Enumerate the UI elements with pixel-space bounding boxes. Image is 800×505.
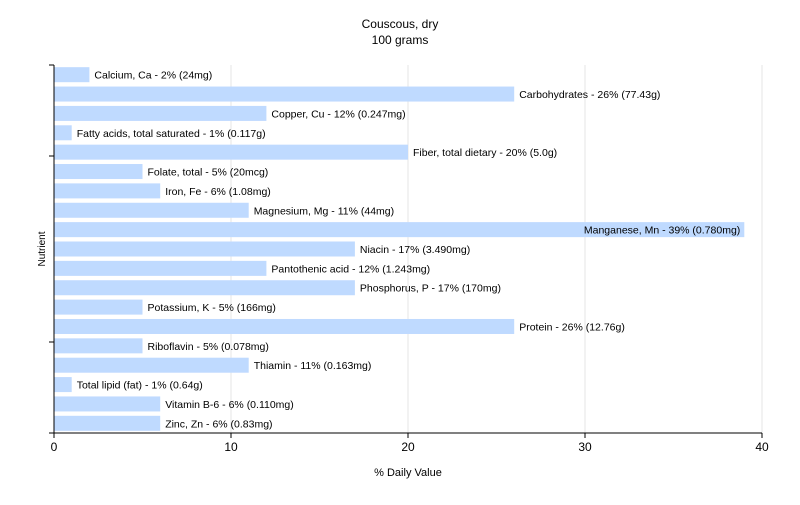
x-tick-label: 30 (578, 440, 592, 454)
bars-group: Calcium, Ca - 2% (24mg) Carbohydrates - 2… (54, 67, 745, 431)
chart-subtitle: 100 grams (372, 33, 429, 47)
y-axis-label: Nutrient (37, 231, 48, 266)
chart-title: Couscous, dry (362, 17, 439, 31)
bar-label: Fatty acids, total saturated - 1% (0.117… (77, 128, 266, 140)
bar-label: Niacin - 17% (3.490mg) (360, 244, 470, 256)
bar-label: Pantothenic acid - 12% (1.243mg) (271, 263, 430, 275)
bar-label: Vitamin B-6 - 6% (0.110mg) (165, 399, 294, 411)
bar (54, 241, 355, 257)
bar-label: Iron, Fe - 6% (1.08mg) (165, 186, 271, 198)
bar (54, 280, 355, 296)
bar (54, 222, 745, 238)
bar-label: Total lipid (fat) - 1% (0.64g) (77, 380, 203, 392)
bar-label: Zinc, Zn - 6% (0.83mg) (165, 418, 272, 430)
bar (54, 396, 161, 412)
x-tick-label: 40 (755, 440, 769, 454)
bar-label: Manganese, Mn - 39% (0.780mg) (584, 225, 740, 237)
bar (54, 338, 143, 354)
bar-label: Thiamin - 11% (0.163mg) (254, 360, 372, 372)
x-axis-label: % Daily Value (374, 467, 442, 479)
bar-label: Fiber, total dietary - 20% (5.0g) (413, 147, 557, 159)
bar (54, 105, 267, 121)
bar (54, 415, 161, 431)
bar-label: Phosphorus, P - 17% (170mg) (360, 283, 501, 295)
bar-label: Calcium, Ca - 2% (24mg) (94, 70, 212, 82)
bar-label: Potassium, K - 5% (166mg) (148, 302, 276, 314)
bar (54, 183, 161, 199)
x-tick-label: 10 (224, 440, 238, 454)
bar (54, 299, 143, 315)
bar (54, 377, 72, 393)
bar (54, 144, 408, 160)
bar-label: Copper, Cu - 12% (0.247mg) (271, 108, 405, 120)
bar-label: Folate, total - 5% (20mcg) (148, 167, 269, 179)
x-tick-label: 20 (401, 440, 415, 454)
x-tick-label: 0 (51, 440, 58, 454)
bar (54, 202, 249, 218)
bar (54, 357, 249, 373)
bar (54, 318, 515, 334)
axes-group: 0 10 20 30 40 (49, 64, 769, 454)
bar (54, 125, 72, 141)
bar-label: Riboflavin - 5% (0.078mg) (148, 341, 269, 353)
bar (54, 260, 267, 276)
bar (54, 67, 90, 83)
bar (54, 86, 515, 102)
bar-label: Carbohydrates - 26% (77.43g) (519, 89, 660, 101)
bar-label: Protein - 26% (12.76g) (519, 321, 625, 333)
bar (54, 164, 143, 180)
bar-label: Magnesium, Mg - 11% (44mg) (254, 205, 394, 217)
